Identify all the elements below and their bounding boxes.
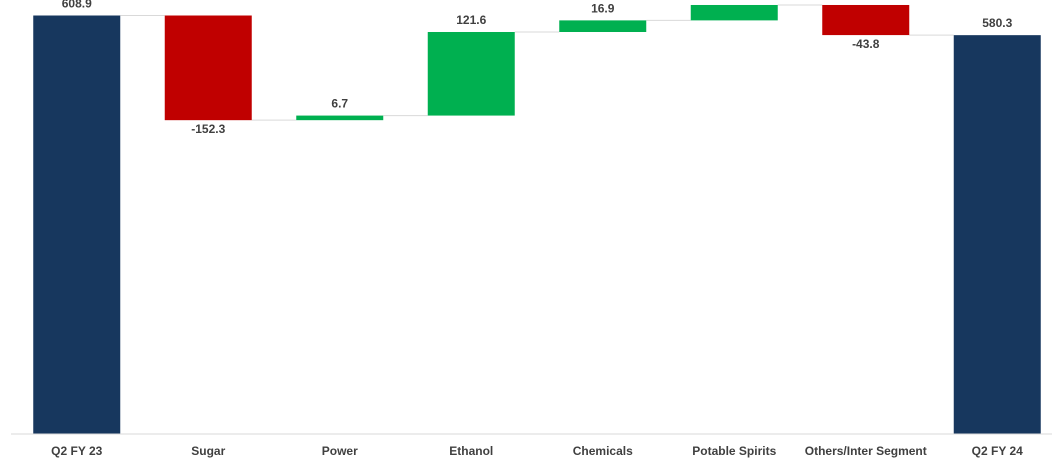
bar-power xyxy=(296,115,384,121)
bar-chemicals xyxy=(559,20,647,32)
tick-label-q2-fy-24: Q2 FY 24 xyxy=(972,444,1023,458)
data-label-q2-fy-24: 580.3 xyxy=(982,16,1012,30)
bar-ethanol xyxy=(427,31,515,116)
data-label-ethanol: 121.6 xyxy=(456,13,486,27)
bar-sugar xyxy=(164,15,252,121)
category-tick-labels: Q2 FY 23 Sugar Power Ethanol Chemicals Potabl… xyxy=(51,444,1023,458)
bars xyxy=(33,4,1041,435)
tick-label-ethanol: Ethanol xyxy=(449,444,493,458)
tick-label-potable-spirits: Potable Spirits xyxy=(692,444,776,458)
data-label-power: 6.7 xyxy=(331,97,348,111)
tick-label-q2-fy-23: Q2 FY 23 xyxy=(51,444,102,458)
tick-label-others-inter-segment: Others/Inter Segment xyxy=(805,444,927,458)
connector-lines xyxy=(120,4,954,121)
bar-potable-spirits xyxy=(690,4,778,21)
bar-others-inter-segment xyxy=(822,4,910,36)
tick-label-power: Power xyxy=(322,444,358,458)
data-label-others-inter-segment: -43.8 xyxy=(852,37,880,51)
bar-q2-fy-24 xyxy=(953,35,1041,435)
tick-label-sugar: Sugar xyxy=(191,444,225,458)
data-label-q2-fy-23: 608.9 xyxy=(62,0,92,11)
data-label-chemicals: 16.9 xyxy=(591,1,615,15)
bar-q2-fy-23 xyxy=(33,15,121,434)
tick-label-chemicals: Chemicals xyxy=(573,444,633,458)
data-label-sugar: -152.3 xyxy=(191,122,225,136)
